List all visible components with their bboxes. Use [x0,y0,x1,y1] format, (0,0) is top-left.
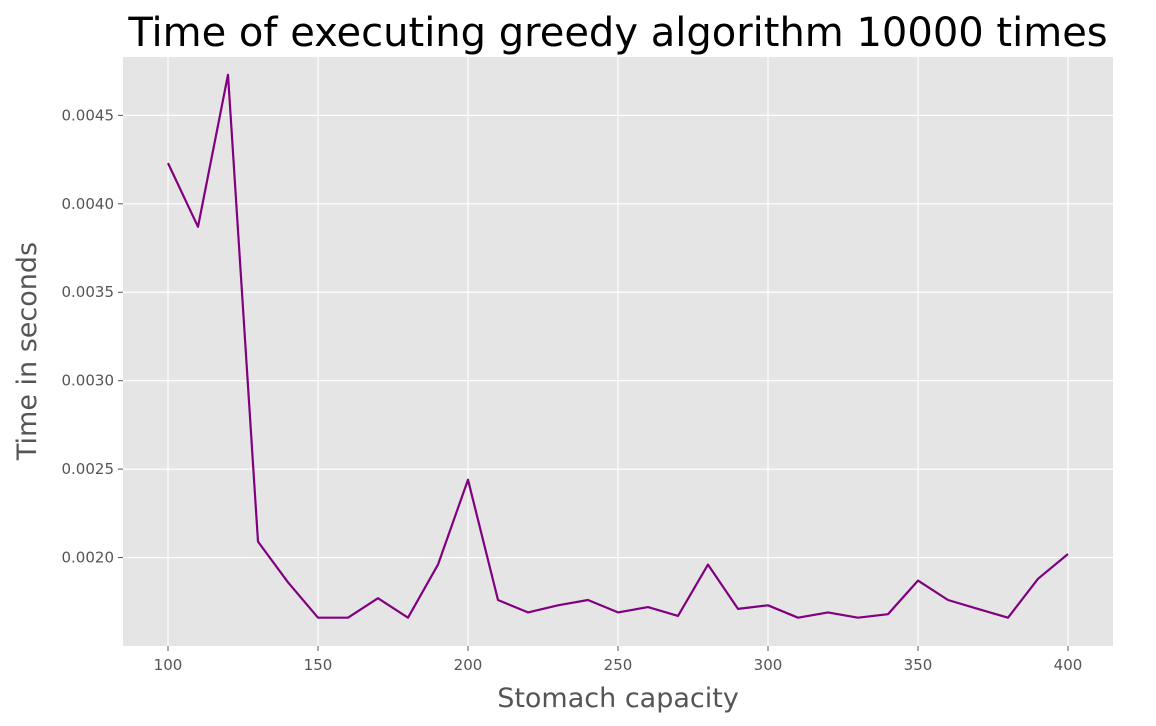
x-tick-label: 200 [454,656,483,674]
x-tick-label: 150 [304,656,333,674]
gridlines [123,57,1113,646]
x-tick-label: 300 [754,656,783,674]
y-tick-label: 0.0045 [62,106,115,124]
y-tick-label: 0.0030 [62,372,115,390]
y-axis-ticks: 0.0020 0.0025 0.0030 0.0035 0.0040 0.0045 [62,106,123,567]
x-tick-label: 250 [604,656,633,674]
x-tick-label: 100 [154,656,183,674]
y-tick-label: 0.0025 [62,460,115,478]
series-line [167,73,1069,619]
chart-title: Time of executing greedy algorithm 10000… [127,10,1107,56]
x-tick-label: 400 [1054,656,1083,674]
x-axis-label: Stomach capacity [497,683,739,714]
y-tick-label: 0.0040 [62,195,115,213]
series-group [167,73,1069,619]
y-axis-label: Time in seconds [12,242,43,461]
y-tick-label: 0.0020 [62,549,115,567]
x-tick-label: 350 [904,656,933,674]
y-tick-label: 0.0035 [62,283,115,301]
x-axis-ticks: 100 150 200 250 300 350 400 [154,646,1083,674]
